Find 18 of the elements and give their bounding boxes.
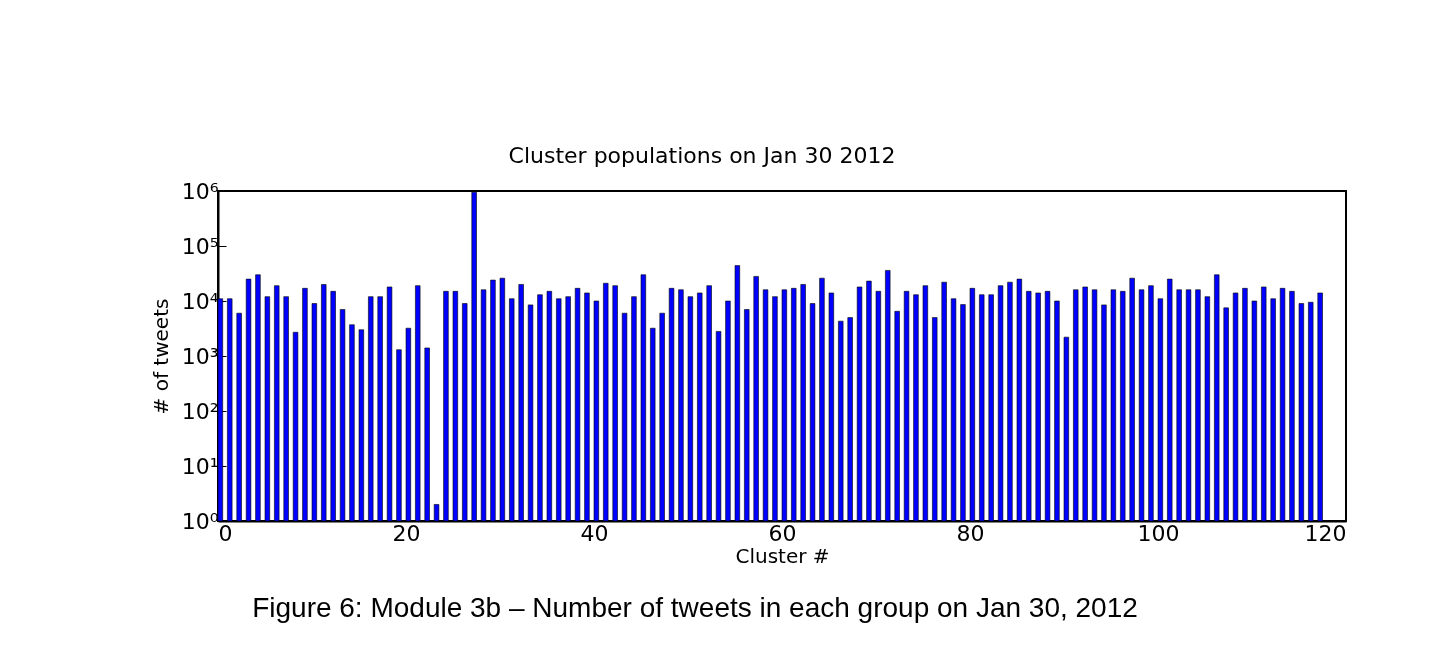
caption: Figure 6: Module 3b – Number of tweets in each group on Jan 30, 2012: [251, 592, 1139, 624]
y-tick-label: 10⁴: [181, 288, 219, 314]
y-tick-label: 10²: [181, 398, 219, 424]
x-tick-label: 40: [580, 520, 609, 546]
x-tick-label: 20: [392, 520, 421, 546]
x-tick-label: 0: [218, 520, 233, 546]
y-tick-label: 10¹: [181, 453, 219, 479]
x-tick-label: 60: [768, 520, 797, 546]
chart-title: Cluster populations on Jan 30 2012: [508, 143, 896, 168]
x-tick-label: 100: [1137, 520, 1180, 546]
y-tick-label: 10³: [181, 343, 219, 369]
y-axis-title: # of tweets: [148, 298, 173, 415]
y-tick-label: 10⁰: [181, 508, 219, 534]
x-tick-label: 80: [956, 520, 985, 546]
y-tick-label: 10⁵: [181, 233, 219, 259]
x-axis-title: Cluster #: [735, 543, 830, 568]
x-tick-label: 120: [1304, 520, 1347, 546]
y-tick-label: 10⁶: [181, 178, 219, 204]
